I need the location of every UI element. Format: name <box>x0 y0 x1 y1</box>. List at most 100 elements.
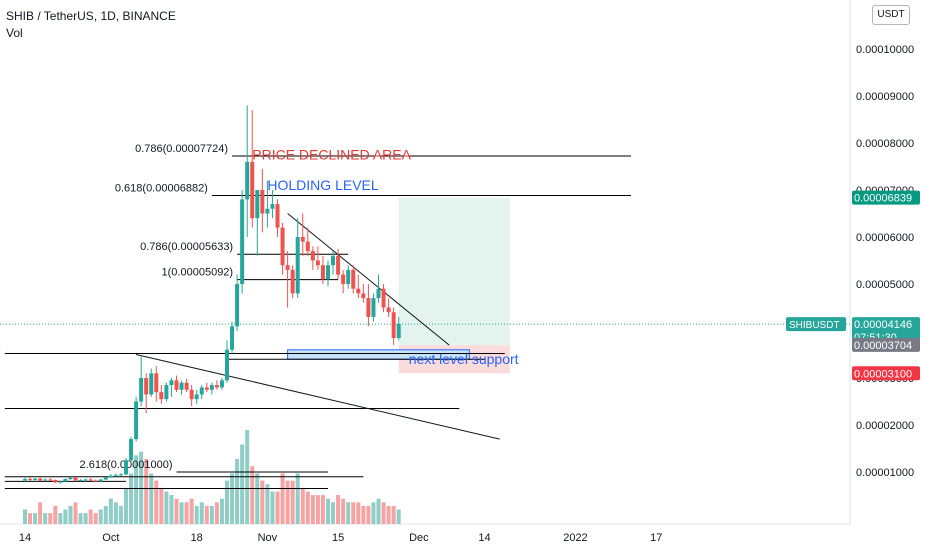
volume-bar <box>63 509 68 524</box>
candle-body <box>351 269 356 289</box>
volume-bar <box>270 491 275 524</box>
volume-bar <box>240 444 245 524</box>
candle <box>320 255 325 284</box>
candle <box>305 227 310 256</box>
volume-bar <box>300 487 305 524</box>
candle-body <box>73 477 78 481</box>
candle-body <box>194 394 199 400</box>
candle <box>108 473 113 479</box>
volume-bar <box>371 502 376 524</box>
candle-body <box>93 480 98 482</box>
candle <box>275 199 280 237</box>
volume-bar <box>315 495 320 524</box>
candle-body <box>371 298 376 317</box>
candle-body <box>225 349 229 381</box>
volume-bar <box>351 502 356 524</box>
time-tick-label: Nov <box>258 532 278 544</box>
volume-bar <box>174 498 179 524</box>
volume-bar <box>331 502 336 524</box>
candle-body <box>144 378 149 395</box>
candle <box>391 307 396 346</box>
candle-body <box>219 380 224 388</box>
candle <box>28 477 33 481</box>
last-price-value: 0.00004146 <box>854 319 912 331</box>
candle-body <box>250 161 255 219</box>
trend-line <box>287 213 450 346</box>
candle <box>124 457 128 476</box>
candle <box>199 385 204 400</box>
price-tick-label: 0.00006000 <box>856 232 914 244</box>
candle <box>265 180 270 228</box>
candle <box>331 251 336 275</box>
volume-bar <box>290 480 295 524</box>
currency-unit-button[interactable]: USDT <box>872 5 910 25</box>
candle-body <box>83 479 88 481</box>
volume-bar <box>320 495 325 524</box>
volume-bar <box>396 509 401 524</box>
candle <box>245 105 250 237</box>
candle-body <box>38 478 43 481</box>
volume-bar <box>361 505 366 524</box>
candle <box>164 382 169 402</box>
time-tick-label: Oct <box>102 532 119 544</box>
candle <box>144 373 149 414</box>
price-badge-bg <box>852 190 920 205</box>
volume-label: Vol <box>6 26 23 40</box>
time-tick-label: Dec <box>409 532 429 544</box>
volume-bar <box>346 502 351 524</box>
candle <box>214 380 219 390</box>
candle-body <box>134 401 139 440</box>
volume-bar <box>73 502 78 524</box>
candle-body <box>103 477 108 480</box>
price-badge-bg <box>852 366 920 381</box>
candle-body <box>53 479 58 483</box>
volume-bar <box>58 513 63 524</box>
price-axis-badge: 0.00006839 <box>852 190 920 205</box>
candle-body <box>346 269 351 284</box>
candle <box>83 478 88 482</box>
candle <box>48 478 53 481</box>
volume-bar <box>356 502 361 524</box>
candle <box>103 476 108 480</box>
candle-body <box>204 387 209 390</box>
trend-line <box>135 354 500 440</box>
candle-body <box>381 288 386 308</box>
volume-bar <box>391 505 396 524</box>
volume-bar <box>154 480 159 524</box>
candle-body <box>376 288 381 299</box>
candle <box>33 478 38 482</box>
candle <box>63 478 68 482</box>
candle-body <box>189 389 194 400</box>
volume-bar <box>139 451 144 524</box>
candle-body <box>124 460 128 475</box>
candle <box>260 168 265 233</box>
candle <box>280 222 285 275</box>
candle <box>326 260 330 287</box>
candle <box>53 479 58 484</box>
volume-bar <box>48 513 53 524</box>
volume-bar <box>386 505 391 524</box>
candle <box>371 293 376 322</box>
volume-bar <box>255 473 260 524</box>
volume-bar <box>250 466 255 524</box>
chart-annotation: next level support <box>409 351 519 367</box>
candle <box>88 478 93 481</box>
candle <box>351 265 356 294</box>
candle <box>341 269 346 294</box>
volume-bar <box>209 505 214 524</box>
price-badge-value: 0.00003704 <box>854 340 912 352</box>
volume-bar <box>341 498 346 524</box>
volume-bar <box>169 495 174 524</box>
candle <box>310 246 315 270</box>
candle-body <box>164 385 169 400</box>
candle-body <box>174 380 179 390</box>
candle <box>366 284 371 327</box>
time-tick-label: 18 <box>191 532 203 544</box>
candle <box>154 366 159 402</box>
volume-bar <box>204 505 209 524</box>
volume-bar <box>144 458 149 524</box>
time-tick-label: 17 <box>650 532 662 544</box>
candle-body <box>265 208 270 214</box>
volume-bar <box>134 455 139 524</box>
